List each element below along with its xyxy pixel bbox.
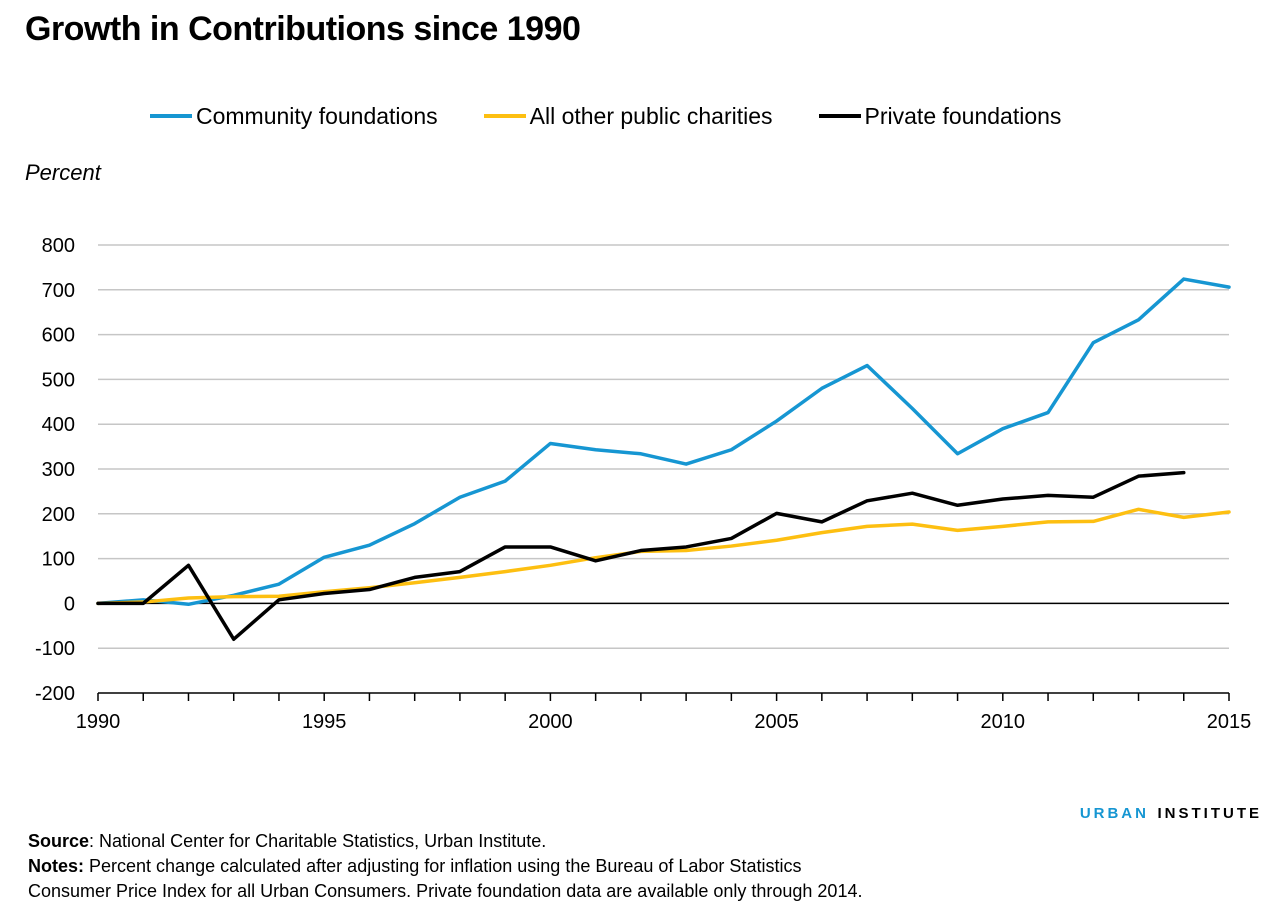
legend-item-other-public-charities: All other public charities — [483, 102, 773, 130]
y-tick-label-200: 200 — [42, 504, 75, 526]
y-axis-unit-label: Percent — [25, 160, 101, 185]
x-tick-label-2005: 2005 — [754, 711, 799, 733]
legend-item-community-foundations: Community foundations — [150, 103, 438, 130]
y-tick-label--200: -200 — [35, 683, 75, 705]
legend-label-other-public-charities: All other public charities — [529, 102, 773, 129]
source-text: : National Center for Charitable Statist… — [89, 831, 547, 851]
logo-part-institute: INSTITUTE — [1157, 805, 1262, 822]
x-tick-label-2010: 2010 — [981, 711, 1026, 733]
x-tick-label-2015: 2015 — [1207, 711, 1252, 733]
y-tick-label-0: 0 — [64, 593, 75, 615]
logo-part-urban: URBAN — [1079, 805, 1149, 822]
legend-swatch-community-foundations — [150, 114, 192, 118]
y-tick-label-500: 500 — [42, 369, 75, 391]
y-tick-label-600: 600 — [42, 325, 75, 347]
x-tick-label-1995: 1995 — [302, 711, 347, 733]
source-label: Source — [28, 831, 90, 851]
y-tick-label--100: -100 — [35, 638, 75, 660]
footnotes: Source: National Center for Charitable S… — [28, 829, 862, 904]
notes-text-1: Percent change calculated after adjustin… — [84, 856, 802, 876]
notes-line-2: Consumer Price Index for all Urban Consu… — [28, 881, 863, 901]
legend-label-community-foundations: Community foundations — [196, 102, 438, 129]
urban-institute-logo: URBAN INSTITUTE — [1080, 805, 1262, 822]
series-line-private-foundations — [96, 470, 1186, 641]
x-tick-label-2000: 2000 — [528, 711, 573, 733]
y-tick-label-400: 400 — [42, 414, 75, 436]
notes-line-1: Notes: Percent change calculated after a… — [28, 854, 862, 879]
x-tick-label-1990: 1990 — [76, 711, 121, 733]
y-tick-label-700: 700 — [42, 280, 75, 302]
series-line-all-other-public-charities — [96, 507, 1231, 606]
source-note: Source: National Center for Charitable S… — [28, 829, 862, 854]
legend-swatch-private-foundations — [818, 114, 861, 118]
y-tick-label-100: 100 — [42, 549, 75, 571]
legend: Community foundations All other public c… — [150, 100, 1107, 132]
chart-title: Growth in Contributions since 1990 — [25, 10, 581, 48]
series-line-community-foundations — [96, 277, 1231, 607]
legend-label-private-foundations: Private foundations — [864, 102, 1062, 129]
y-tick-label-300: 300 — [42, 459, 75, 481]
y-tick-label-800: 800 — [42, 235, 75, 257]
legend-swatch-other-public-charities — [483, 114, 526, 118]
notes-label: Notes: — [28, 856, 85, 876]
legend-item-private-foundations: Private foundations — [818, 102, 1062, 130]
